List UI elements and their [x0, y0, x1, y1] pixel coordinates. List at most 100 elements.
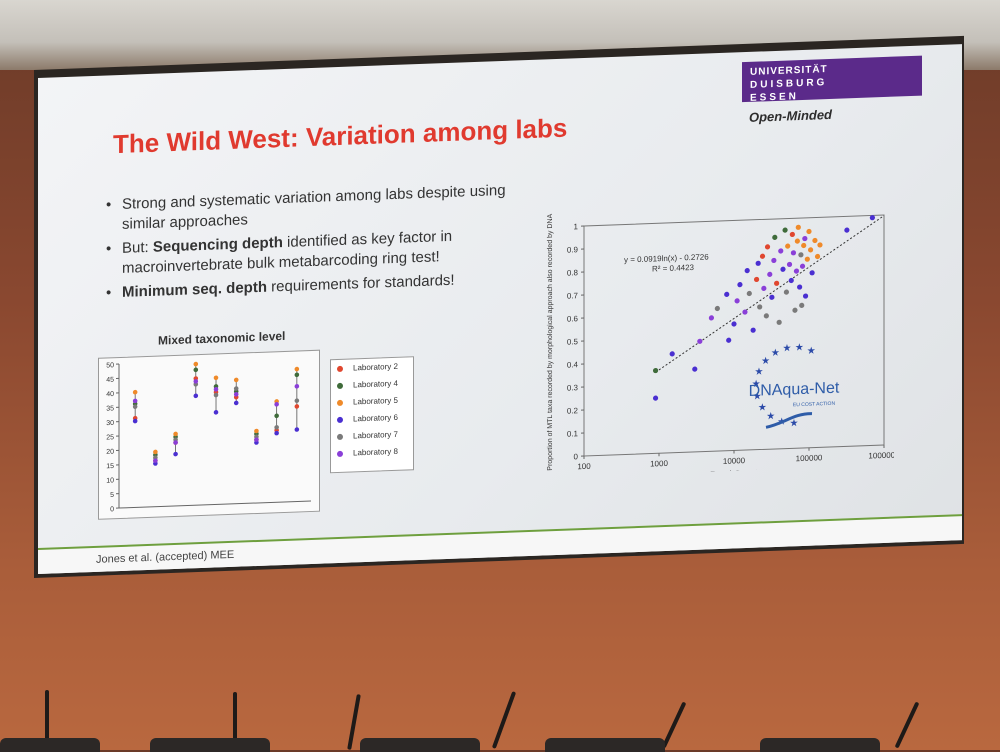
data-point	[790, 232, 795, 237]
chart-legend: Laboratory 2 Laboratory 4 Laboratory 5 Labo…	[330, 356, 414, 473]
data-point	[800, 264, 805, 269]
star-icon: ★	[758, 402, 767, 413]
data-point	[742, 309, 747, 314]
bullet-text: Strong and systematic variation among la…	[122, 182, 506, 233]
y-tick-label: 40	[106, 391, 114, 398]
data-point	[802, 236, 807, 241]
data-point	[767, 272, 772, 277]
data-point	[295, 372, 300, 377]
data-point	[747, 291, 752, 296]
y-tick-label: 0.7	[567, 291, 579, 300]
legend-swatch	[337, 450, 343, 456]
y-tick-label: 45	[106, 377, 114, 384]
slide-footer: Jones et al. (accepted) MEE	[38, 514, 962, 574]
data-point	[295, 404, 300, 409]
data-point	[653, 368, 658, 373]
y-axis-label: Proportion of MTL taxa recorded by morph…	[547, 213, 554, 470]
bullet-text: But:	[122, 239, 153, 257]
data-point	[735, 298, 740, 303]
y-tick-label: 0.2	[567, 406, 579, 415]
data-point	[794, 268, 799, 273]
data-point	[774, 281, 779, 286]
data-point	[772, 235, 777, 240]
data-point	[726, 338, 731, 343]
microphone	[492, 691, 516, 749]
star-icon: ★	[771, 348, 780, 359]
data-point	[754, 277, 759, 282]
data-point	[760, 254, 765, 259]
data-point	[787, 262, 792, 267]
y-tick-label: 0.4	[567, 360, 579, 369]
data-point	[751, 327, 756, 332]
data-point	[214, 375, 219, 380]
data-point	[757, 304, 762, 309]
data-point	[234, 378, 239, 383]
university-logo: UNIVERSITÄT DUISBURG ESSEN	[742, 56, 922, 103]
data-point	[194, 362, 199, 367]
legend-label: Laboratory 8	[353, 447, 398, 458]
y-tick-label: 15	[106, 463, 114, 470]
data-point	[133, 390, 138, 395]
y-tick-label: 0.3	[567, 383, 579, 392]
star-icon: ★	[761, 356, 770, 367]
data-point	[737, 282, 742, 287]
y-tick-label: 1	[574, 222, 579, 231]
x-tick-label: 100	[577, 462, 591, 472]
data-point	[697, 339, 702, 344]
data-point	[803, 293, 808, 298]
logo-tagline: Open-Minded	[749, 107, 832, 125]
legend-swatch	[337, 365, 343, 371]
data-point	[295, 398, 300, 403]
x-tick-label: 10000	[723, 456, 746, 466]
data-point	[692, 366, 697, 371]
microphone	[347, 694, 361, 750]
data-point	[777, 320, 782, 325]
data-point	[295, 367, 300, 372]
data-point	[653, 395, 658, 400]
legend-swatch	[337, 399, 343, 405]
data-point	[795, 238, 800, 243]
data-point	[789, 278, 794, 283]
data-point	[806, 229, 811, 234]
y-tick-label: 30	[106, 420, 114, 427]
legend-label: Laboratory 2	[353, 362, 398, 373]
star-icon: ★	[783, 343, 792, 354]
y-tick-label: 25	[106, 434, 114, 441]
y-tick-label: 0.8	[567, 268, 579, 277]
data-point	[780, 267, 785, 272]
data-point	[274, 413, 279, 418]
y-tick-label: 50	[106, 362, 114, 369]
star-icon: ★	[766, 411, 775, 422]
data-point	[731, 321, 736, 326]
bullet-text: Sequencing depth	[153, 234, 283, 256]
legend-label: Laboratory 5	[353, 396, 398, 407]
y-tick-label: 0.1	[567, 429, 579, 438]
legend-entry: Laboratory 8	[331, 442, 413, 462]
data-point	[765, 244, 770, 249]
y-tick-label: 0	[574, 452, 579, 461]
regression-equation: y = 0.0919ln(x) - 0.2726	[624, 252, 709, 264]
citation: Jones et al. (accepted) MEE	[96, 549, 234, 566]
y-tick-label: 0.9	[567, 245, 579, 254]
legend-swatch	[337, 416, 343, 422]
data-point	[792, 308, 797, 313]
dnaqua-net-name: DNAqua-Net	[749, 380, 840, 400]
data-point	[805, 256, 810, 261]
data-point	[817, 242, 822, 247]
y-tick-label: 0.6	[567, 314, 579, 323]
legend-label: Laboratory 4	[353, 379, 398, 390]
data-point	[761, 286, 766, 291]
legend-label: Laboratory 6	[353, 413, 398, 424]
star-icon: ★	[807, 346, 816, 357]
y-tick-label: 20	[106, 449, 114, 456]
data-point	[670, 351, 675, 356]
plot-frame	[584, 215, 884, 456]
y-tick-label: 35	[106, 405, 114, 412]
data-point	[815, 254, 820, 259]
y-tick-label: 0	[110, 506, 114, 513]
data-point	[785, 243, 790, 248]
r-squared: R² = 0.4423	[652, 263, 695, 274]
star-icon: ★	[755, 367, 764, 378]
